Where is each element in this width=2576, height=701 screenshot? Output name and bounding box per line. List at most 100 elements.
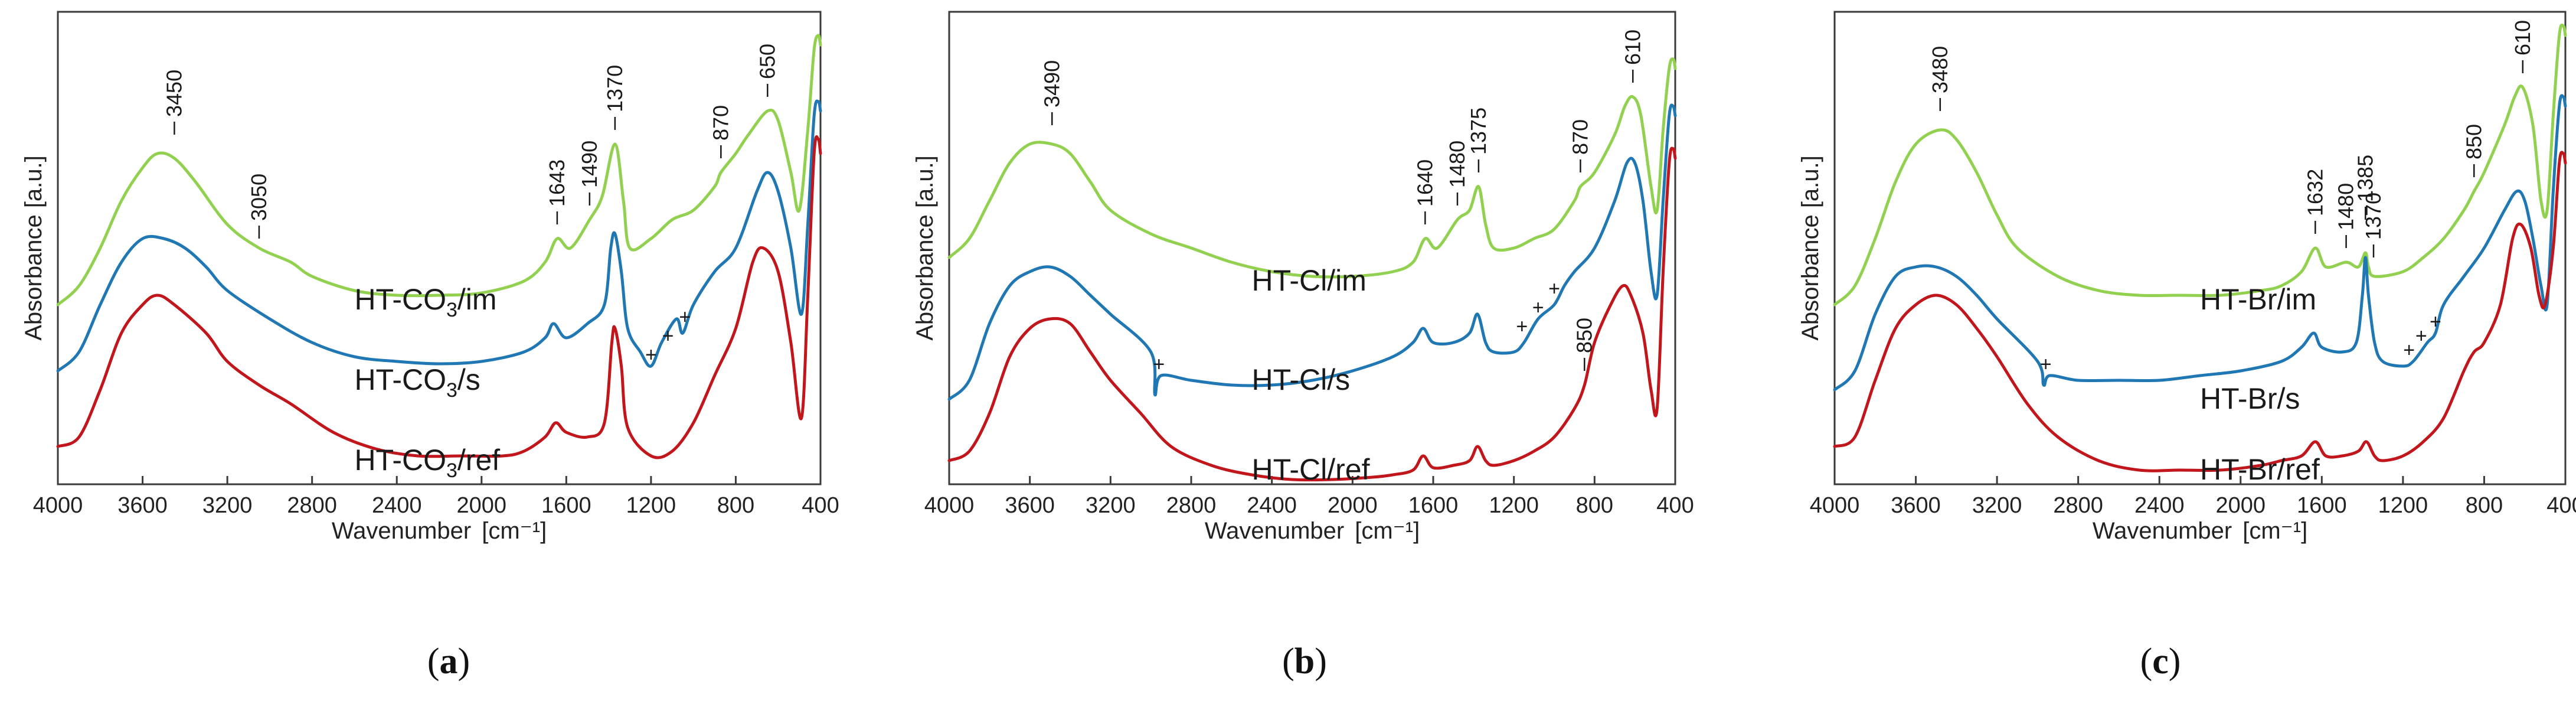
panel-a-x-tick-label: 2800 <box>287 493 337 518</box>
panel-b-label-im: HT-Cl/im <box>1252 264 1367 297</box>
panel-c-caption-close: ) <box>2169 641 2181 682</box>
panel-c-caption-open: ( <box>2140 641 2153 682</box>
panel-c-x-axis-title: Wavenumber [cm⁻¹] <box>2093 518 2307 544</box>
panel-c-label-s-main: HT-Br/s <box>2200 382 2300 415</box>
panel-c-peak-label: 1480 <box>2334 183 2358 230</box>
panel-c-peak-label: 610 <box>2510 20 2535 56</box>
panel-a-x-axis-title: Wavenumber [cm⁻¹] <box>332 518 547 544</box>
panel-a-plus-marker: + <box>679 306 691 328</box>
panel-b-peak-label: 1480 <box>1445 141 1469 188</box>
panel-c-x-tick-label: 1600 <box>2297 493 2347 518</box>
panel-a-y-axis-title: Absorbance [a.u.] <box>21 155 47 341</box>
panel-b-peak-label: 1375 <box>1466 107 1490 155</box>
panel-c-curve-s <box>1833 94 2567 392</box>
panel-b-x-axis-title: Wavenumber [cm⁻¹] <box>1205 518 1420 544</box>
panel-a-x-tick-label: 2400 <box>372 493 422 518</box>
panel-a-label-s-sub: 3 <box>446 379 457 402</box>
panel-a-curve-ref <box>56 135 822 459</box>
panel-c-peak-label: 1632 <box>2303 169 2327 216</box>
panel-b-label-im-main: HT-Cl/im <box>1252 264 1367 297</box>
panel-a-plot-frame <box>57 11 822 485</box>
panel-c-label-ref-main: HT-Br/ref <box>2200 453 2320 486</box>
panel-c-label-im: HT-Br/im <box>2200 283 2316 316</box>
panel-a-plus-marker: + <box>662 325 674 347</box>
panel-b-curve-s <box>947 103 1677 401</box>
panel-a-peak-label: 870 <box>708 105 733 141</box>
panel-c-x-tick-label: 400 <box>2546 493 2576 518</box>
panel-b-caption: (b) <box>1282 641 1327 682</box>
panel-a-x-tick-label: 1600 <box>541 493 591 518</box>
panel-a-label-s-main: HT-CO <box>354 363 446 396</box>
panel-b-x-axis-unit: [cm⁻¹] <box>1355 518 1420 544</box>
panel-c-peak-label: 1385 <box>2353 155 2377 202</box>
panel-c-x-tick-label: 4000 <box>1810 493 1860 518</box>
panel-a-label-im-sub: 3 <box>446 299 457 321</box>
panel-a-curve-im <box>56 34 822 307</box>
panel-a-label-s: HT-CO3/s <box>354 363 480 402</box>
panel-a-label-im-main: HT-CO <box>354 283 446 316</box>
panel-a-peak-label: 1643 <box>545 159 569 207</box>
panel-c-x-tick-label: 1200 <box>2378 493 2428 518</box>
panel-b-caption-letter: b <box>1294 641 1315 682</box>
panel-c-x-axis-unit: [cm⁻¹] <box>2242 518 2307 544</box>
panel-b-label-ref: HT-Cl/ref <box>1252 453 1370 486</box>
panel-a-peak-label: 3450 <box>162 70 186 117</box>
panel-c: 4000 3600 3200 2800 2400 2000 1600 1200 800 400 Wa… <box>1797 11 2576 682</box>
panel-b-plot-frame <box>948 11 1676 485</box>
panel-a-label-im: HT-CO3/im <box>354 283 496 321</box>
panel-c-caption-letter: c <box>2152 641 2169 682</box>
panel-a-caption-open: ( <box>427 641 440 682</box>
panel-b-peak-label: 3490 <box>1039 60 1064 107</box>
panel-a-x-tick-label: 3200 <box>202 493 253 518</box>
panel-a-curve-s <box>56 99 822 373</box>
panel-a-x-tick-label: 2000 <box>457 493 507 518</box>
panel-a-label-ref-tail: /ref <box>457 444 500 477</box>
panel-a-peak-label: 650 <box>755 44 779 79</box>
panel-a-caption: (a) <box>427 641 470 682</box>
panel-a-x-tick-label: 400 <box>802 493 839 518</box>
panel-a-x-axis-name: Wavenumber <box>332 518 471 544</box>
panel-a-label-ref-main: HT-CO <box>354 444 446 477</box>
panel-b-caption-close: ) <box>1315 641 1327 682</box>
panel-c-label-ref: HT-Br/ref <box>2200 453 2320 486</box>
panel-b-peak-label: 870 <box>1568 119 1592 155</box>
panel-b-plus-marker: + <box>1516 315 1528 338</box>
panel-b-x-tick-label: 2000 <box>1328 493 1378 518</box>
panel-b-curve-ref <box>947 146 1677 482</box>
panel-a-x-tick-label: 800 <box>717 493 754 518</box>
panel-c-x-tick-label: 3600 <box>1891 493 1941 518</box>
panel-a: 4000 3600 3200 2800 2400 2000 1600 1200 800 400 Wa… <box>21 11 839 682</box>
panel-c-plot-frame <box>1833 11 2567 485</box>
panel-b-label-s-main: HT-Cl/s <box>1252 363 1351 396</box>
panel-c-x-tick-label: 800 <box>2466 493 2503 518</box>
panel-b-x-tick-label: 1600 <box>1408 493 1459 518</box>
panel-b-peak-label: 610 <box>1620 30 1645 65</box>
panel-b-plus-marker: + <box>1153 353 1165 376</box>
panel-c-x-tick-label: 2400 <box>2134 493 2185 518</box>
panel-b-plus-marker: + <box>1532 296 1544 319</box>
panel-c-label-s: HT-Br/s <box>2200 382 2300 415</box>
panel-a-x-tick-label: 1200 <box>626 493 676 518</box>
panel-b-peak-label: 850 <box>1572 318 1596 353</box>
panel-c-x-axis-name: Wavenumber <box>2093 518 2232 544</box>
panel-a-label-ref-sub: 3 <box>446 459 457 482</box>
panel-c-curve-im <box>1833 23 2567 307</box>
panel-b: 4000 3600 3200 2800 2400 2000 1600 1200 800 400 Wa… <box>912 11 1694 682</box>
panel-c-plus-marker: + <box>2415 325 2427 347</box>
panel-b-x-tick-label: 800 <box>1576 493 1613 518</box>
panel-a-caption-letter: a <box>440 641 458 682</box>
panel-c-peak-label: 1370 <box>2361 193 2385 240</box>
panel-b-curve-im <box>947 57 1677 279</box>
panel-c-x-tick-label: 2000 <box>2216 493 2266 518</box>
panel-b-label-ref-main: HT-Cl/ref <box>1252 453 1370 486</box>
panel-a-x-tick-label: 4000 <box>33 493 83 518</box>
panel-a-plus-marker: + <box>645 344 657 366</box>
panel-a-label-im-tail: /im <box>457 283 497 316</box>
panel-c-plus-marker: + <box>2430 311 2441 333</box>
panel-c-label-im-main: HT-Br/im <box>2200 283 2316 316</box>
panel-c-plus-marker: + <box>2403 339 2415 361</box>
panel-b-peak-label: 1640 <box>1413 159 1437 207</box>
panel-c-x-tick-label: 3200 <box>1972 493 2022 518</box>
panel-b-x-axis-name: Wavenumber <box>1205 518 1344 544</box>
